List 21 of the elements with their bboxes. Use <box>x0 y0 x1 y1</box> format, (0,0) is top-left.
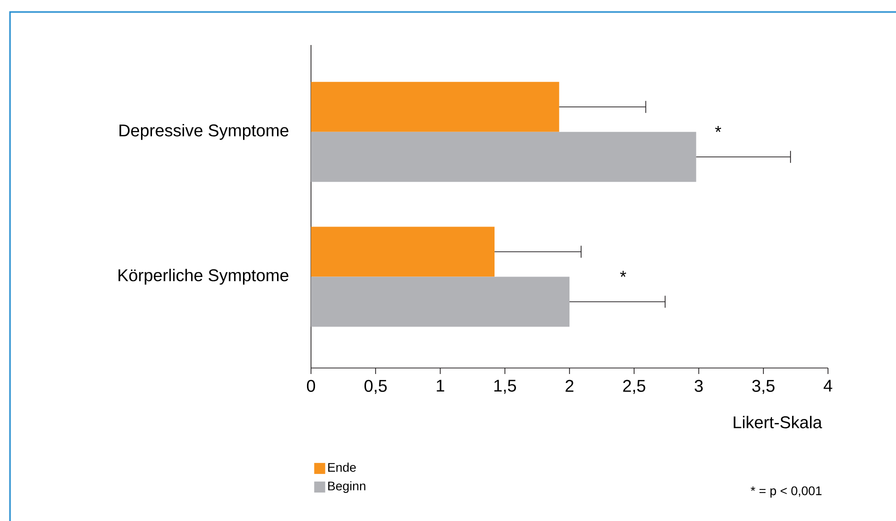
x-tick-label: 1,5 <box>494 380 516 394</box>
x-axis-title: Likert-Skala <box>734 416 822 428</box>
bar <box>311 226 495 277</box>
bar <box>311 132 696 182</box>
text: * = p < 0,001 <box>750 486 822 498</box>
x-tick-label: 0 <box>306 380 316 392</box>
x-tick-label: 2 <box>566 380 574 392</box>
x-tick-label: 3,5 <box>752 380 774 394</box>
legend-label: Beginn <box>328 481 366 493</box>
x-tick-label: 1 <box>436 380 444 392</box>
x-tick-label: 2,5 <box>623 380 646 394</box>
annotation: * <box>620 270 626 277</box>
bar <box>311 82 560 132</box>
y-tick-label: Depressive Symptome <box>120 124 288 140</box>
x-tick-label: 3 <box>694 380 703 392</box>
annotation: * <box>715 126 722 132</box>
y-tick-label: Körperliche Symptome <box>118 268 288 285</box>
bar <box>311 276 570 327</box>
x-tick-label: 4 <box>824 380 832 392</box>
legend-label: Ende <box>328 462 356 472</box>
x-tick-label: 0,5 <box>364 380 387 394</box>
